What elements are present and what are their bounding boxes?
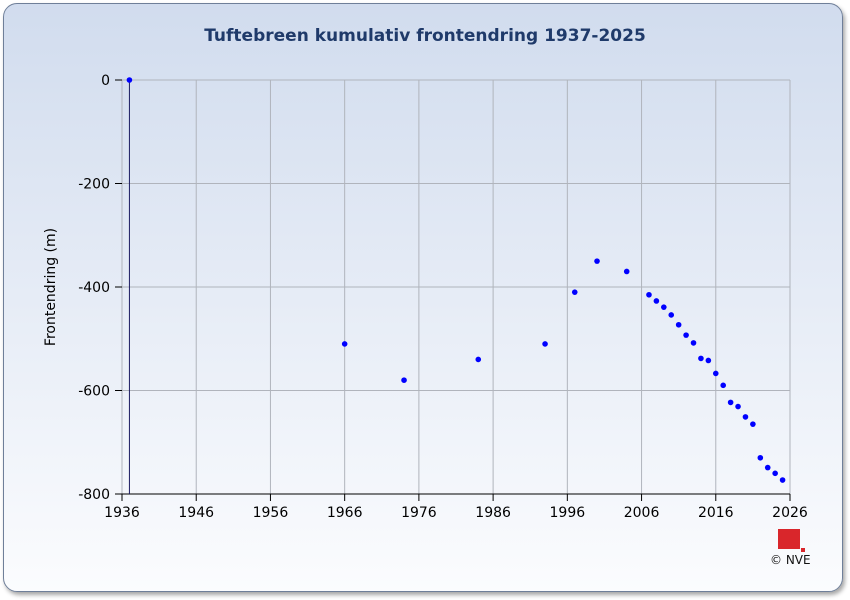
data-point <box>705 357 712 364</box>
data-point <box>772 470 778 477</box>
data-point <box>542 341 548 347</box>
data-point <box>623 268 630 275</box>
x-tick-label: 1936 <box>104 505 140 521</box>
x-tick-label: 1976 <box>401 505 437 521</box>
data-point <box>720 382 726 389</box>
copyright-text: © NVE <box>770 553 811 567</box>
x-tick-label: 2016 <box>698 505 734 521</box>
data-point <box>698 355 704 362</box>
data-point <box>683 332 689 338</box>
data-point <box>341 341 348 347</box>
x-tick-label: 1986 <box>475 505 511 521</box>
y-tick-label: -200 <box>78 177 110 193</box>
y-axis-label: Frontendring (m) <box>43 228 59 346</box>
data-point <box>764 464 771 471</box>
data-point <box>712 370 719 377</box>
data-point <box>757 454 764 461</box>
y-tick-label: -400 <box>78 280 110 296</box>
x-tick-label: 1946 <box>178 505 214 521</box>
data-point <box>735 403 741 410</box>
data-point <box>653 298 660 304</box>
x-tick-label: 2006 <box>624 505 660 521</box>
chart-title: Tuftebreen kumulativ frontendring 1937-2… <box>204 26 646 46</box>
data-point <box>475 356 482 363</box>
data-point <box>646 291 652 298</box>
data-point <box>779 477 786 483</box>
data-point <box>668 312 675 318</box>
data-point <box>742 414 749 420</box>
x-tick-label: 1966 <box>327 505 363 521</box>
data-point <box>690 340 697 346</box>
x-tick-label: 2026 <box>772 505 808 521</box>
y-tick-label: -800 <box>78 487 110 503</box>
y-tick-label: 0 <box>101 73 110 89</box>
x-tick-label: 1956 <box>253 505 289 521</box>
data-point <box>401 377 407 383</box>
y-tick-label: -600 <box>78 384 110 400</box>
data-point <box>727 399 734 406</box>
data-point <box>750 421 756 427</box>
data-point <box>571 289 578 295</box>
data-point <box>675 321 682 328</box>
nve-logo <box>778 529 805 552</box>
data-point <box>661 304 667 310</box>
x-tick-label: 1996 <box>550 505 586 521</box>
data-point <box>126 77 133 83</box>
data-point <box>594 258 600 264</box>
